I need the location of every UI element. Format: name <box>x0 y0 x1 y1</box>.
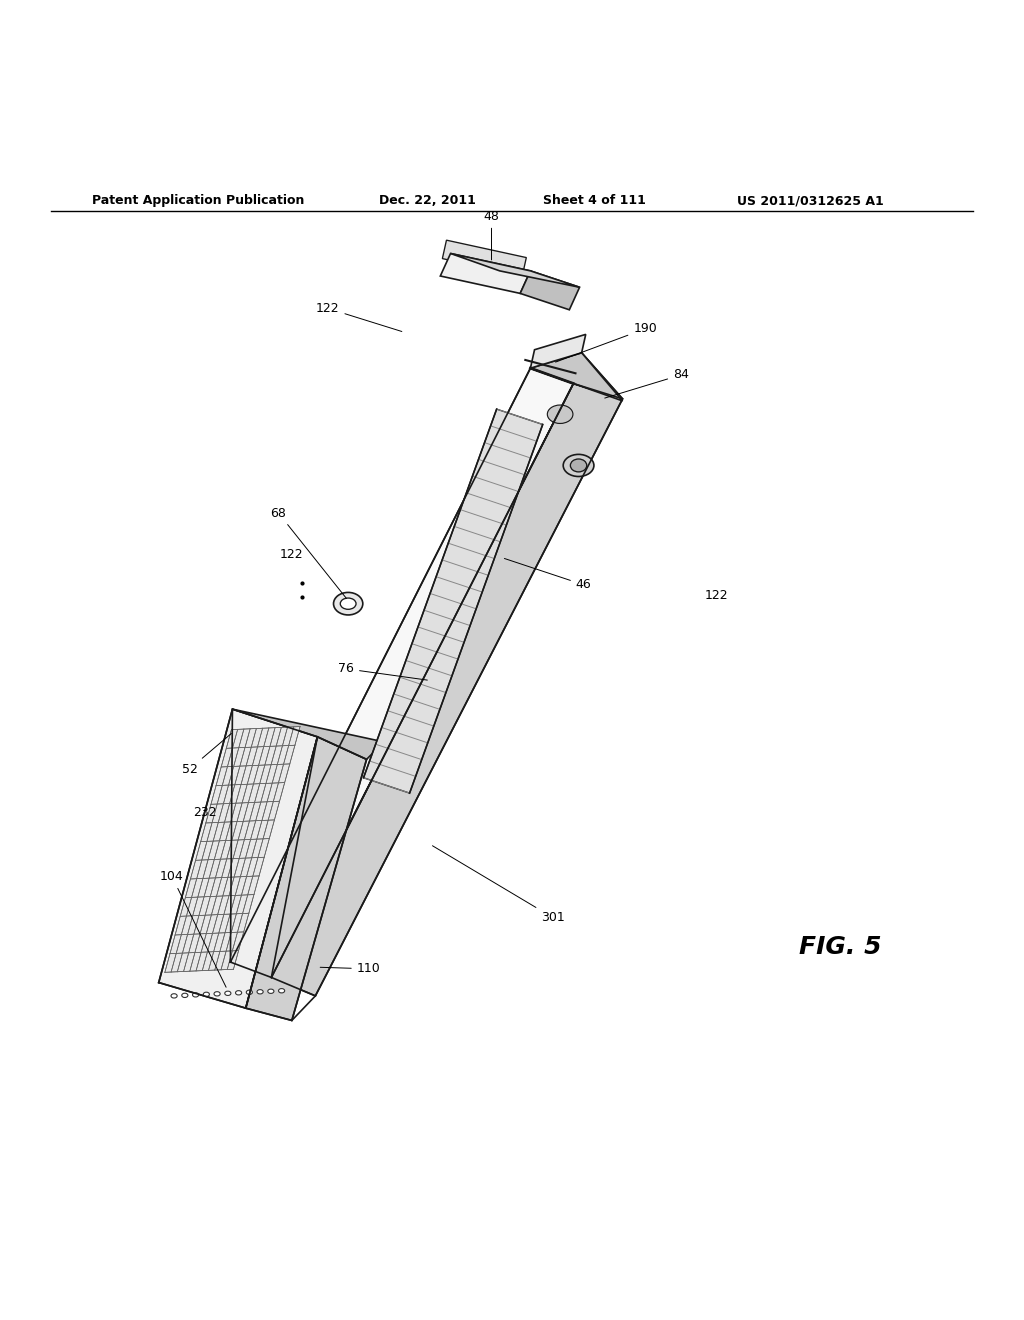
Text: 46: 46 <box>505 558 592 591</box>
Polygon shape <box>165 726 300 973</box>
Ellipse shape <box>257 990 263 994</box>
Text: 122: 122 <box>315 302 401 331</box>
Text: 122: 122 <box>280 548 304 561</box>
Polygon shape <box>530 352 623 401</box>
Text: Dec. 22, 2011: Dec. 22, 2011 <box>379 194 476 207</box>
Ellipse shape <box>182 993 188 998</box>
Text: 110: 110 <box>321 962 381 975</box>
Polygon shape <box>451 253 580 288</box>
Ellipse shape <box>171 994 177 998</box>
Ellipse shape <box>203 993 210 997</box>
Text: US 2011/0312625 A1: US 2011/0312625 A1 <box>737 194 884 207</box>
Polygon shape <box>530 334 586 368</box>
Text: 48: 48 <box>483 210 500 260</box>
Ellipse shape <box>340 598 356 610</box>
Polygon shape <box>271 384 623 995</box>
Text: 190: 190 <box>556 322 657 362</box>
Text: 68: 68 <box>270 507 346 598</box>
Polygon shape <box>232 709 384 759</box>
Ellipse shape <box>570 459 587 471</box>
Text: Sheet 4 of 111: Sheet 4 of 111 <box>543 194 645 207</box>
Ellipse shape <box>334 593 362 615</box>
Polygon shape <box>520 271 580 310</box>
Polygon shape <box>440 253 530 293</box>
Ellipse shape <box>563 454 594 477</box>
Polygon shape <box>530 352 623 399</box>
Ellipse shape <box>214 991 220 997</box>
Text: Patent Application Publication: Patent Application Publication <box>92 194 304 207</box>
Ellipse shape <box>547 405 573 424</box>
Ellipse shape <box>268 989 274 994</box>
Text: 84: 84 <box>605 368 689 399</box>
Polygon shape <box>246 737 367 1020</box>
Text: 76: 76 <box>338 663 427 680</box>
Ellipse shape <box>225 991 231 995</box>
Polygon shape <box>230 368 573 977</box>
Text: 52: 52 <box>181 734 231 776</box>
Ellipse shape <box>236 990 242 995</box>
Polygon shape <box>159 709 317 1008</box>
Polygon shape <box>442 240 526 276</box>
Text: 104: 104 <box>160 870 226 987</box>
Ellipse shape <box>193 993 199 997</box>
Polygon shape <box>364 409 543 793</box>
Text: 122: 122 <box>705 589 729 602</box>
Text: FIG. 5: FIG. 5 <box>799 935 882 958</box>
Polygon shape <box>530 352 623 399</box>
Ellipse shape <box>246 990 252 994</box>
Text: 232: 232 <box>193 805 217 818</box>
Ellipse shape <box>279 989 285 993</box>
Text: 301: 301 <box>432 846 565 924</box>
